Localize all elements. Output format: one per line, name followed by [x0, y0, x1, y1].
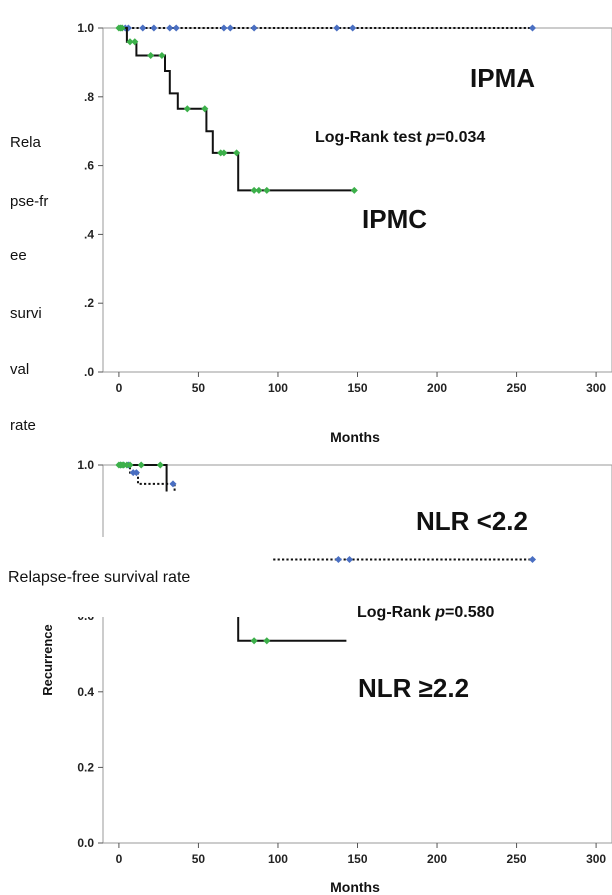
annotation-ipmc: IPMC: [362, 204, 427, 234]
y-label-fragment: pse-fr: [10, 193, 48, 210]
x-axis-label-2: Months: [330, 879, 380, 895]
y-tick-label: 0.4: [77, 685, 94, 699]
series-ipma-censor-mark: [250, 24, 258, 32]
x-tick-label: 200: [427, 852, 447, 866]
series-ipmc-censor-mark: [201, 105, 209, 113]
overlay-label: Relapse-free survival rate: [8, 569, 191, 586]
series-ipmc-censor-mark: [250, 186, 258, 194]
x-tick-label: 0: [116, 852, 123, 866]
series-nlr-2-2-censor-mark: [156, 461, 164, 469]
y-label-fragment: ee: [10, 247, 27, 264]
x-tick-label: 150: [347, 381, 367, 395]
x-tick-label: 50: [192, 381, 206, 395]
series-ipma-censor-mark: [528, 24, 537, 32]
series-ipma-censor-mark: [349, 24, 357, 32]
log-rank-value-1: =0.034: [436, 129, 485, 146]
y-tick-label: .6: [84, 159, 94, 173]
log-rank-p-2: p: [434, 604, 445, 621]
x-tick-label: 250: [507, 381, 527, 395]
series-nlr-2-2-censor-mark: [250, 637, 258, 645]
y-label-fragment: val: [10, 361, 29, 378]
series-ipmc-censor-mark: [147, 51, 155, 60]
series-nlr-2-2-censor-mark: [126, 461, 134, 469]
log-rank-test-1: Log-Rank test p=0.034: [315, 129, 485, 146]
series-nlr-2-2-censor-mark: [345, 555, 354, 564]
y-axis-label-2: Recurrence: [40, 624, 55, 696]
series-ipmc-censor-mark: [183, 105, 191, 113]
series-ipma-censor-mark: [226, 24, 234, 32]
x-tick-label: 300: [586, 381, 606, 395]
x-tick-label: 150: [347, 852, 367, 866]
overlay-panel: Relapse-free survival rate: [8, 537, 266, 617]
y-tick-label: 1.0: [77, 21, 94, 35]
annotation-nlr-high: NLR ≥2.2: [358, 673, 469, 703]
series-ipma-censor-mark: [139, 24, 147, 32]
log-rank-label-2: Log-Rank: [357, 604, 435, 621]
series-nlr-2-2-censor-mark: [263, 637, 271, 645]
series-nlr-2-2-line: [237, 612, 347, 642]
x-axis-label-1: Months: [330, 429, 380, 445]
log-rank-value-2: =0.580: [445, 604, 494, 621]
log-rank-test-2: Log-Rank p=0.580: [357, 604, 494, 621]
y-label-fragment: Rela: [10, 134, 42, 151]
series-nlr-2-2-censor-mark: [169, 480, 177, 488]
y-label-fragment: survi: [10, 305, 42, 322]
y-tick-label: 0.0: [77, 836, 94, 850]
series-nlr-2-2-censor-mark: [528, 555, 537, 564]
series-nlr-2-2-censor-mark: [137, 461, 145, 469]
series-ipmc-censor-mark: [233, 149, 241, 157]
y-label-fragment: rate: [10, 417, 36, 434]
plot-frame: [102, 27, 612, 373]
log-rank-p-1: p: [425, 129, 436, 146]
y-tick-label: .0: [84, 365, 94, 379]
log-rank-label-1: Log-Rank test: [315, 129, 426, 146]
y-tick-label: 1.0: [77, 458, 94, 472]
y-tick-label: .8: [84, 90, 94, 104]
series-ipmc-line: [118, 27, 355, 192]
y-tick-label: 0.2: [77, 760, 94, 774]
x-tick-label: 100: [268, 381, 288, 395]
series-ipmc-censor-mark: [158, 51, 166, 60]
series-ipmc-censor-mark: [126, 38, 134, 46]
x-tick-label: 300: [586, 852, 606, 866]
series-ipmc-censor-mark: [263, 186, 271, 194]
series-nlr-2-2-censor-mark: [132, 469, 140, 477]
x-tick-label: 0: [116, 381, 123, 395]
chart-ipma-ipmc: 0 50 100 150 200 250 300 1.0 .8 .6 .4 .2 .0: [77, 21, 612, 395]
series-ipmc-censor-mark: [350, 186, 358, 194]
series-nlr-2-2-censor-mark: [334, 555, 342, 564]
series-ipma-censor-mark: [220, 24, 228, 32]
series-ipma-censor-mark: [150, 24, 158, 32]
series-ipmc-censor-mark: [220, 149, 228, 157]
annotation-nlr-low: NLR <2.2: [416, 506, 528, 536]
series-nlr-2-2-line: [118, 464, 168, 492]
x-tick-label: 100: [268, 852, 288, 866]
series-ipmc-censor-mark: [131, 38, 139, 46]
series-ipma-censor-mark: [166, 24, 174, 32]
x-tick-label: 50: [192, 852, 206, 866]
x-tick-label: 250: [507, 852, 527, 866]
series-ipma-censor-mark: [172, 24, 180, 32]
annotation-ipma: IPMA: [470, 63, 535, 93]
series-ipma-censor-mark: [333, 24, 341, 32]
y-tick-label: .2: [84, 296, 94, 310]
plot-frame: [102, 464, 612, 844]
series-ipmc-censor-mark: [255, 186, 263, 194]
x-tick-label: 200: [427, 381, 447, 395]
y-tick-label: .4: [84, 227, 94, 241]
